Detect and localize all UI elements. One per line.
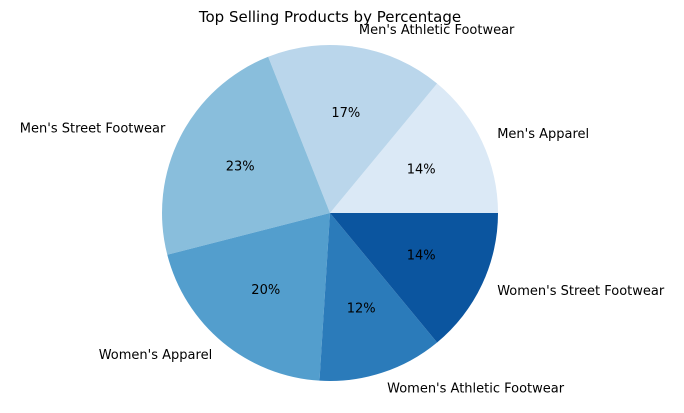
pie-category-label: Women's Street Footwear [497,284,665,299]
pie-slices [162,45,498,382]
pie-slice-men-s-street-footwear [162,56,330,255]
pie-category-label: Men's Apparel [497,127,589,142]
pie-category-label: Men's Athletic Footwear [359,23,515,38]
pie-category-label: Men's Street Footwear [20,122,166,137]
chart-title: Top Selling Products by Percentage [198,8,461,26]
pie-percent-label: 20% [251,283,280,298]
pie-category-label: Women's Apparel [99,348,212,363]
pie-slice-men-s-athletic-footwear [268,45,438,213]
pie-slice-men-s-apparel [330,83,498,213]
pie-percent-label: 23% [226,160,255,175]
pie-percent-label: 14% [407,248,436,263]
pie-percent-label: 17% [331,106,360,121]
pie-slice-women-s-athletic-footwear [319,213,438,382]
pie-slice-women-s-apparel [167,213,330,381]
pie-percent-label: 14% [407,163,436,178]
pie-percent-label: 12% [347,301,376,316]
pie-slice-women-s-street-footwear [330,213,498,343]
pie-category-label: Women's Athletic Footwear [387,381,565,396]
pie-labels: 14% Men's Apparel 17% Men's Athletic Footwe… [20,23,665,396]
